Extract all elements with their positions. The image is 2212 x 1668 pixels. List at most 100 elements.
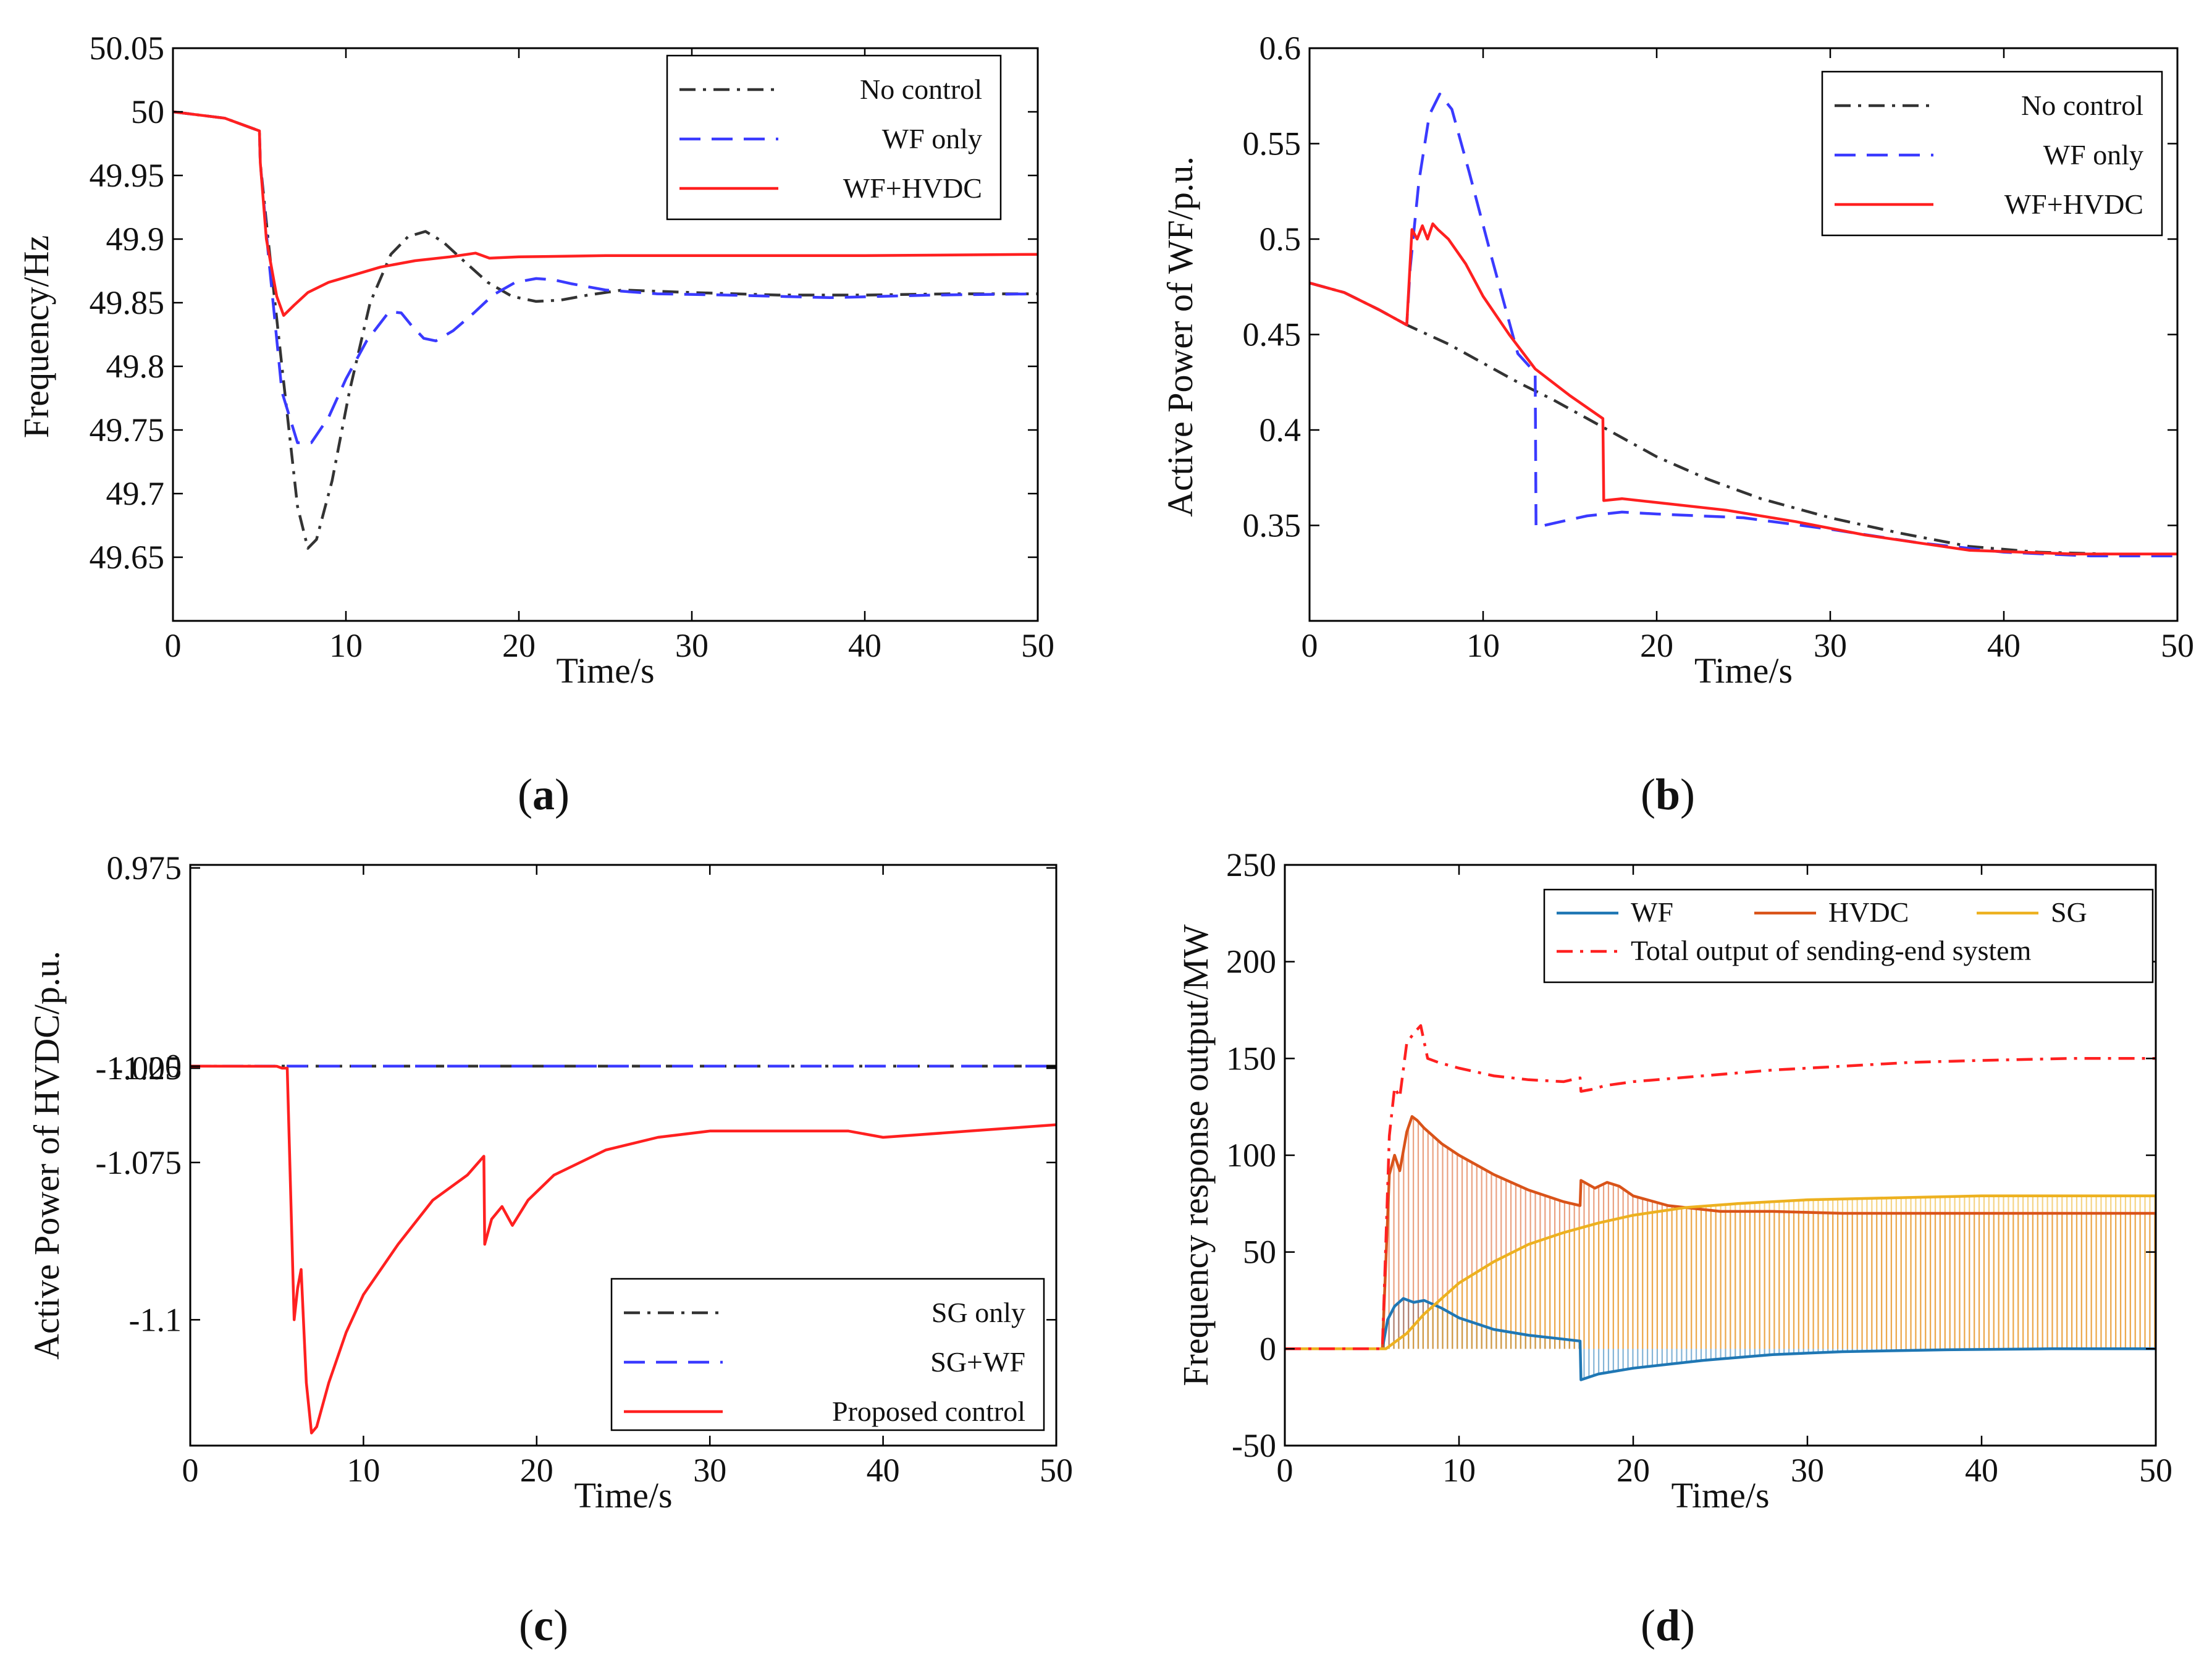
y-tick-label: 50 xyxy=(1243,1234,1276,1271)
y-tick-label: 0.35 xyxy=(1243,507,1302,544)
y-tick-label: 49.75 xyxy=(90,411,165,449)
legend-label: HVDC xyxy=(1828,896,1909,928)
y-tick-label: 100 xyxy=(1226,1137,1276,1174)
y-tick-label: 50 xyxy=(131,93,164,130)
y-tick-label: 0.4 xyxy=(1259,411,1302,449)
y-tick-label: 0.5 xyxy=(1259,221,1302,258)
y-tick-label: 250 xyxy=(1226,846,1276,883)
x-tick-label: 10 xyxy=(1442,1452,1476,1489)
y-tick-label: -1.075 xyxy=(96,1144,182,1181)
x-tick-label: 10 xyxy=(347,1452,380,1489)
legend-box xyxy=(1543,888,2154,984)
chart-a: 0 10 20 30 40 50 49.65 49.7 49.75 49.8 49.85 49.9 49… xyxy=(16,30,1054,819)
x-axis-label: Time/s xyxy=(1671,1475,1769,1515)
x-tick-label: 50 xyxy=(2139,1452,2172,1489)
axes-frame-a xyxy=(172,47,1039,622)
legend-box xyxy=(610,1278,1045,1431)
y-tick-label: 0 xyxy=(165,1048,182,1085)
y-axis-label: Frequency response output/MW xyxy=(1175,924,1216,1386)
y-tick-label: -1.1 xyxy=(129,1301,182,1338)
series-line-a-2 xyxy=(173,110,1038,317)
legend-label: Proposed control xyxy=(832,1396,1025,1427)
plot-area-b xyxy=(1310,92,2177,558)
y-tick-label: -1.025 xyxy=(96,1050,182,1087)
x-tick-label: 30 xyxy=(1791,1452,1824,1489)
legend-label: SG xyxy=(2051,896,2087,928)
x-tick-label: 0 xyxy=(1302,627,1318,664)
x-tick-label: 30 xyxy=(675,627,709,664)
x-tick-label: 50 xyxy=(1040,1452,1073,1489)
x-tick-label: 30 xyxy=(693,1452,726,1489)
x-tick-label: 40 xyxy=(1987,627,2021,664)
legend-box xyxy=(1821,70,2163,237)
x-tick-label: 40 xyxy=(1965,1452,1998,1489)
plot-area-a xyxy=(173,110,1038,550)
x-tick-label: 10 xyxy=(1466,627,1500,664)
y-tick-label: 0.55 xyxy=(1243,125,1302,162)
panel-caption: (a) xyxy=(518,770,570,819)
series-line-d-2 xyxy=(1285,1194,2156,1350)
x-axis-label: Time/s xyxy=(574,1475,672,1515)
x-axis-label: Time/s xyxy=(556,651,654,691)
y-axis-label: Frequency/Hz xyxy=(16,235,56,439)
legend-a: No control WF only WF+HVDC xyxy=(666,54,1002,221)
y-axis-label: Active Power of HVDC/p.u. xyxy=(27,951,67,1360)
x-tick-label: 30 xyxy=(1814,627,1847,664)
plot-area-d xyxy=(1285,1024,2156,1381)
y-tick-label: 0.45 xyxy=(1243,316,1302,353)
y-tick-label: 50.05 xyxy=(90,30,165,67)
x-tick-label: 40 xyxy=(867,1452,900,1489)
panel-caption: (b) xyxy=(1641,770,1695,819)
x-tick-label: 10 xyxy=(329,627,363,664)
y-tick-label: 0.975 xyxy=(107,849,182,887)
series-line-c-2 xyxy=(190,1064,1056,1434)
series-line-d-1 xyxy=(1285,1115,2156,1350)
legend-label: Total output of sending-end system xyxy=(1631,935,2032,966)
y-tick-label: 49.85 xyxy=(90,284,165,321)
y-tick-label: 200 xyxy=(1226,943,1276,980)
x-tick-label: 20 xyxy=(1640,627,1673,664)
x-tick-label: 40 xyxy=(848,627,881,664)
plot-area-c xyxy=(190,1064,1056,1434)
legend-label: No control xyxy=(860,74,982,105)
axes-frame-c xyxy=(189,864,1058,1447)
legend-b: No control WF only WF+HVDC xyxy=(1821,70,2163,237)
legend-label: SG+WF xyxy=(930,1346,1025,1378)
y-tick-label: 49.95 xyxy=(90,157,165,194)
chart-b: 0 10 20 30 40 50 0.35 0.4 0.45 0.5 0.55 0.6 Time/s Ac… xyxy=(1160,30,2194,819)
series-fill-d-2 xyxy=(1388,1195,2156,1349)
y-axis-label: Active Power of WF/p.u. xyxy=(1160,156,1200,517)
legend-c: SG only SG+WF Proposed control xyxy=(610,1278,1045,1431)
legend-label: WF only xyxy=(882,123,982,154)
chart-c: 0 10 20 30 40 500.9750-1.025-1.05-1.075-1.1Ti… xyxy=(27,849,1073,1650)
series-line-a-1 xyxy=(173,110,1038,444)
y-tick-label: -50 xyxy=(1232,1427,1276,1464)
legend-label: SG only xyxy=(931,1297,1025,1328)
x-axis-label: Time/s xyxy=(1694,651,1793,691)
series-fill-d-0 xyxy=(1383,1299,1946,1379)
x-tick-label: 0 xyxy=(165,627,182,664)
legend-label: WF+HVDC xyxy=(843,172,982,204)
series-line-d-0 xyxy=(1285,1297,2156,1381)
x-tick-label: 50 xyxy=(2161,627,2194,664)
legend-d: WF HVDC SG Total output of sending-end syst… xyxy=(1543,888,2154,984)
panel-caption: (d) xyxy=(1641,1601,1695,1650)
y-tick-label: 0 xyxy=(1259,1330,1276,1367)
legend-box xyxy=(666,54,1002,221)
x-tick-label: 20 xyxy=(502,627,536,664)
x-tick-label: 0 xyxy=(182,1452,199,1489)
y-tick-label: 49.7 xyxy=(106,475,165,512)
y-tick-label: 49.9 xyxy=(106,221,165,258)
y-tick-label: 150 xyxy=(1226,1040,1276,1077)
panel-caption: (c) xyxy=(519,1601,568,1650)
legend-label: WF only xyxy=(2043,139,2143,171)
chart-d: 0 10 20 30 40 50-50050100150200250Time/sFrequ… xyxy=(1175,846,2172,1650)
legend-label: WF+HVDC xyxy=(2004,188,2143,220)
x-tick-label: 50 xyxy=(1021,627,1054,664)
y-tick-label: 49.65 xyxy=(90,539,165,576)
y-tick-label: 0.6 xyxy=(1259,30,1302,67)
x-tick-label: 0 xyxy=(1277,1452,1293,1489)
x-tick-label: 20 xyxy=(520,1452,553,1489)
legend-label: No control xyxy=(2021,90,2143,121)
y-tick-label: 49.8 xyxy=(106,348,165,385)
